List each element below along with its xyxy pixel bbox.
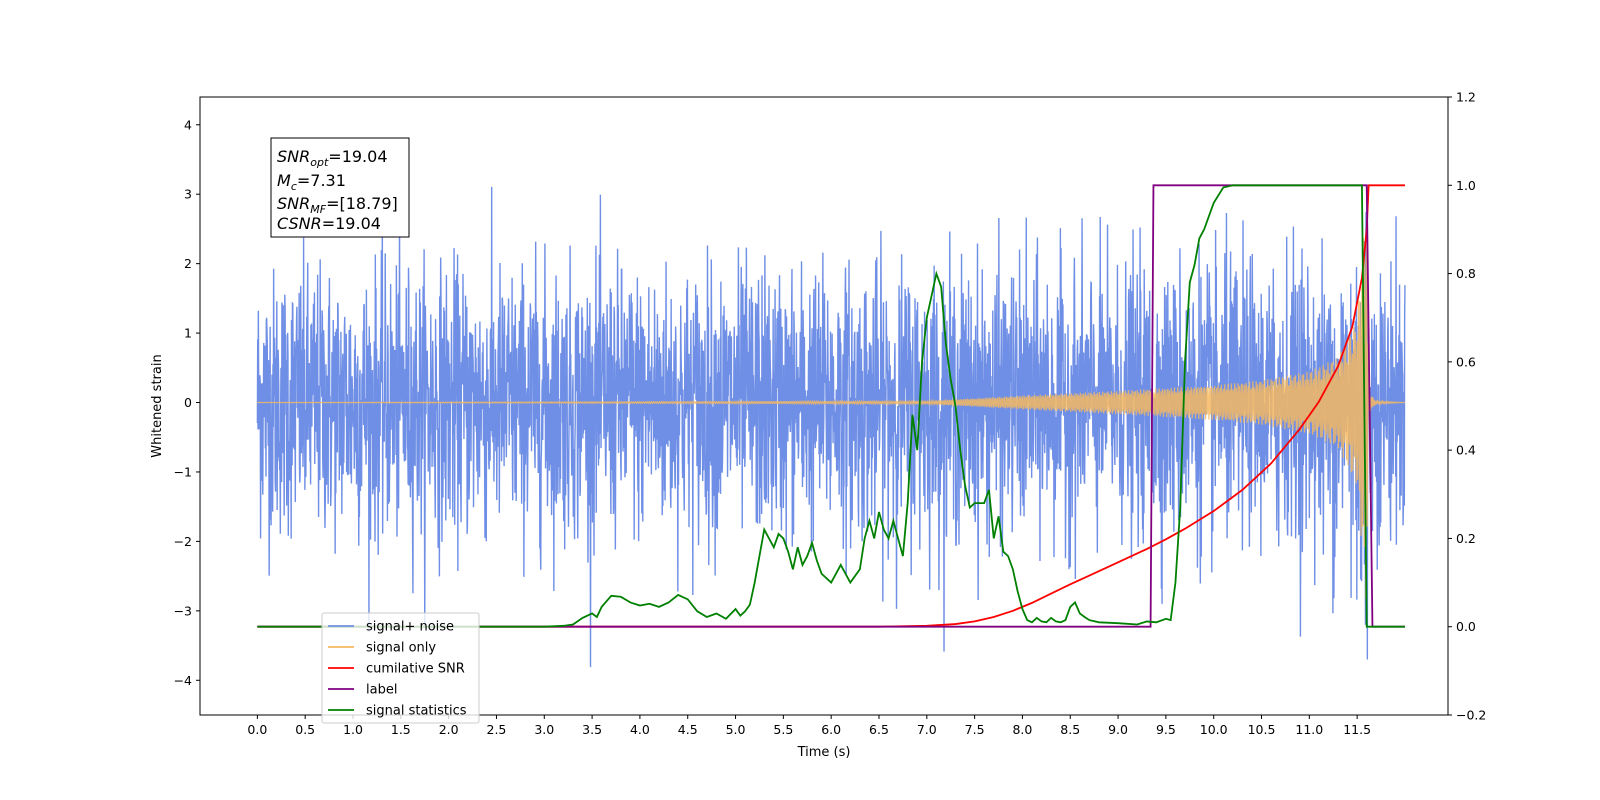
x-tick-label: 7.5: [965, 722, 985, 737]
annotation-box: SNRopt=19.04 Mc=7.31 SNRMF=[18.79] CSNR=…: [270, 137, 410, 238]
x-tick-label: 9.0: [1108, 722, 1128, 737]
legend-label: signal statistics: [366, 704, 467, 719]
y2-tick-label: 0.0: [1456, 619, 1476, 634]
y-tick-label: −3: [174, 603, 192, 618]
annotation-csnr: CSNR=19.04: [277, 214, 381, 233]
y2-tick-label: −0.2: [1456, 708, 1486, 723]
x-tick-label: 2.0: [439, 722, 459, 737]
x-tick-label: 5.0: [726, 722, 746, 737]
y-tick-label: −4: [174, 673, 192, 688]
series-signal-statistics: [257, 184, 1405, 628]
x-tick-label: 4.0: [630, 722, 650, 737]
legend-label: signal+ noise: [366, 620, 454, 635]
series-cumilative-snr: [257, 184, 1405, 628]
x-axis-label: Time (s): [797, 745, 851, 760]
y-axis-right: 1.2 1.0 0.8 0.6 0.4 0.2 0.0 −0.2: [1448, 90, 1486, 723]
y2-tick-label: 0.8: [1456, 266, 1476, 281]
y-tick-label: 1: [184, 326, 192, 341]
y-tick-label: 0: [184, 395, 192, 410]
legend-label: label: [366, 683, 397, 698]
x-tick-label: 4.5: [678, 722, 698, 737]
series-signal-only: [257, 229, 1405, 599]
x-tick-label: 5.5: [773, 722, 793, 737]
y-axis-label: Whitened strain: [150, 354, 165, 457]
y2-tick-label: 0.6: [1456, 354, 1476, 369]
x-tick-label: 10.5: [1248, 722, 1276, 737]
x-tick-label: 11.5: [1343, 722, 1371, 737]
legend-label: cumilative SNR: [366, 662, 465, 677]
annotation-snr-opt: SNRopt=19.04: [277, 147, 388, 169]
x-tick-label: 3.0: [534, 722, 554, 737]
y-tick-label: 2: [184, 256, 192, 271]
legend: signal+ noise signal only cumilative SNR la…: [321, 612, 480, 724]
x-tick-label: 6.5: [869, 722, 889, 737]
annotation-mc: Mc=7.31: [277, 171, 346, 193]
x-tick-label: 2.5: [487, 722, 507, 737]
annotation-snr-mf: SNRMF=[18.79]: [277, 194, 398, 216]
x-tick-label: 0.5: [295, 722, 315, 737]
x-tick-label: 8.5: [1060, 722, 1080, 737]
x-tick-label: 9.5: [1156, 722, 1176, 737]
x-tick-label: 1.0: [343, 722, 363, 737]
series-signal-noise: [256, 186, 1406, 668]
y-tick-label: −2: [174, 534, 192, 549]
y-tick-label: −1: [174, 464, 192, 479]
x-tick-label: 1.5: [391, 722, 411, 737]
x-axis: 0.0 0.5 1.0 1.5 2.0 2.5 3.0 3.5 4.0 4.5 5.0 5.5 6.0 6…: [247, 715, 1371, 737]
x-tick-label: 7.0: [917, 722, 937, 737]
x-tick-label: 3.5: [582, 722, 602, 737]
y2-tick-label: 0.2: [1456, 531, 1476, 546]
y-axis-left: 4 3 2 1 0 −1 −2 −3 −4: [174, 117, 200, 688]
y2-tick-label: 0.4: [1456, 443, 1476, 458]
x-tick-label: 8.0: [1012, 722, 1032, 737]
series-layer: [256, 184, 1406, 668]
legend-label: signal only: [366, 641, 436, 656]
x-tick-label: 0.0: [247, 722, 267, 737]
x-tick-label: 11.0: [1295, 722, 1323, 737]
x-tick-label: 10.0: [1200, 722, 1228, 737]
y-tick-label: 4: [184, 117, 192, 132]
y-tick-label: 3: [184, 187, 192, 202]
y2-tick-label: 1.0: [1456, 178, 1476, 193]
y2-tick-label: 1.2: [1456, 90, 1476, 105]
plot-frame: [199, 96, 1449, 716]
x-tick-label: 6.0: [821, 722, 841, 737]
